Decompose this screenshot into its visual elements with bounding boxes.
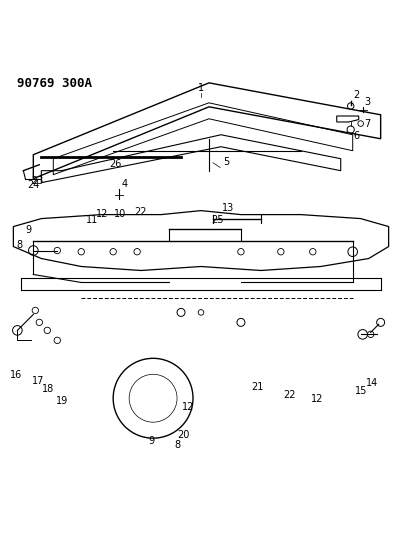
Text: 3: 3: [364, 97, 370, 107]
Text: 15: 15: [354, 386, 367, 396]
Text: 18: 18: [42, 384, 55, 394]
Text: 26: 26: [109, 159, 121, 169]
Text: 11: 11: [86, 215, 98, 225]
Text: 19: 19: [56, 396, 68, 406]
Text: 13: 13: [221, 203, 234, 213]
Text: 6: 6: [352, 131, 359, 141]
Text: 12: 12: [181, 402, 194, 412]
Text: 16: 16: [10, 370, 22, 380]
Text: 8: 8: [174, 440, 180, 450]
Text: 25: 25: [211, 215, 223, 225]
Text: 7: 7: [364, 118, 370, 128]
Text: 22: 22: [134, 207, 146, 217]
Text: 2: 2: [352, 90, 359, 100]
Text: 9: 9: [25, 225, 32, 235]
Text: 10: 10: [114, 209, 126, 219]
Text: 1: 1: [197, 83, 204, 93]
Text: 21: 21: [251, 382, 263, 392]
Text: 8: 8: [16, 240, 22, 250]
Text: 4: 4: [121, 179, 127, 189]
Text: 9: 9: [148, 436, 154, 446]
Text: 17: 17: [32, 376, 44, 386]
Text: 20: 20: [177, 430, 190, 440]
Text: 22: 22: [283, 390, 295, 400]
Text: 24: 24: [27, 180, 40, 190]
Text: 14: 14: [365, 378, 377, 388]
Text: 12: 12: [95, 209, 108, 219]
Text: 90769 300A: 90769 300A: [17, 77, 92, 90]
Text: 12: 12: [311, 394, 323, 404]
Text: 23: 23: [31, 176, 44, 186]
Text: 5: 5: [223, 157, 229, 167]
